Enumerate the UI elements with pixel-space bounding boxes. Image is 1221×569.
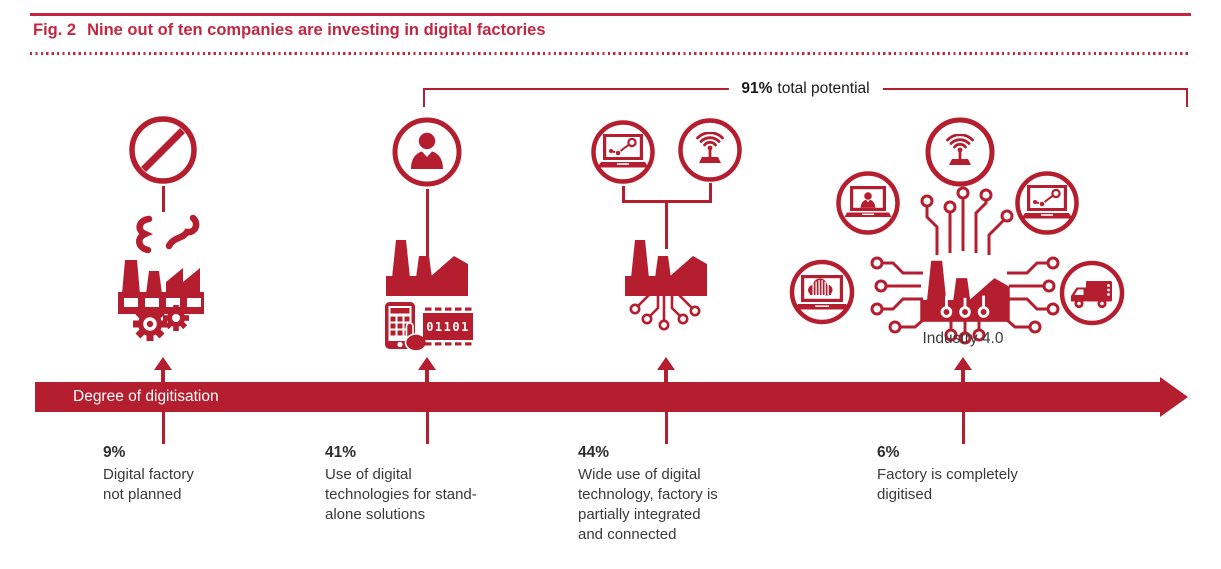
total-potential-percent: 91% <box>741 80 773 98</box>
connector-line <box>161 186 165 212</box>
laptop-cloud-icon <box>789 259 855 325</box>
factory-smoke-gears-icon <box>118 214 204 341</box>
person-icon <box>392 117 462 187</box>
connector-line <box>961 412 965 444</box>
stage-label-4: 6% Factory is completely digitised <box>877 444 1097 505</box>
laptop-person-icon <box>836 171 900 235</box>
connector-line <box>425 189 429 261</box>
stage-description: Digital factory not planned <box>103 466 194 503</box>
figure-number: Fig. 2 <box>33 21 77 39</box>
up-arrow <box>664 369 668 383</box>
connector-line <box>664 412 668 444</box>
connector-line <box>664 203 668 249</box>
industry40-network-icon <box>870 186 1060 345</box>
gear-icon <box>133 307 167 341</box>
stage-label-3: 44% Wide use of digital technology, fact… <box>578 444 793 545</box>
total-potential-bracket: 91% total potential <box>423 80 1188 107</box>
dotted-rule <box>30 52 1191 55</box>
stage-description: Factory is completely digitised <box>877 466 1018 503</box>
truck-icon <box>1059 260 1125 326</box>
up-arrow <box>657 357 675 370</box>
connector-line <box>621 200 712 203</box>
arrow-band-label: Degree of digitisation <box>73 388 219 405</box>
binary-chip-icon: 01101 <box>423 307 473 346</box>
connector-line <box>425 412 429 444</box>
arrow-head <box>1160 377 1188 417</box>
laptop-chart-icon <box>1015 171 1079 235</box>
stage-description: Wide use of digital technology, factory … <box>578 466 718 543</box>
stage-label-1: 9% Digital factory not planned <box>103 444 303 505</box>
binary-chip-text: 01101 <box>426 320 470 334</box>
up-arrow <box>154 357 172 370</box>
industry40-label: Industry 4.0 <box>922 330 1004 347</box>
stage-percent: 44% <box>578 444 610 461</box>
calculator-hand-icon: 01101 <box>385 302 473 352</box>
prohibition-icon <box>129 116 197 184</box>
factory-icon <box>625 240 707 296</box>
connector-line <box>621 186 625 203</box>
up-arrow <box>954 357 972 370</box>
factory-icon <box>386 240 468 296</box>
factory-network-icon <box>920 260 1010 322</box>
up-arrow <box>961 369 965 383</box>
gear-icon <box>163 305 189 331</box>
figure-title-text: Nine out of ten companies are investing … <box>87 21 546 39</box>
total-potential-label: 91% total potential <box>728 80 883 99</box>
wifi-antenna-icon <box>678 118 742 182</box>
stage-label-2: 41% Use of digital technologies for stan… <box>325 444 540 525</box>
factory-circuit-roots-icon <box>629 294 701 331</box>
connector-line <box>708 183 712 203</box>
hand-cursor-icon <box>404 322 428 352</box>
top-rule <box>30 13 1191 16</box>
up-arrow <box>161 369 165 383</box>
figure-title: Fig. 2 Nine out of ten companies are inv… <box>33 21 546 40</box>
stage-percent: 6% <box>877 444 900 461</box>
stage-description: Use of digital technologies for stand- a… <box>325 466 477 523</box>
up-arrow <box>418 357 436 370</box>
arrow-band: Degree of digitisation <box>35 382 1160 412</box>
wifi-antenna-icon <box>925 117 995 187</box>
stage-percent: 41% <box>325 444 357 461</box>
laptop-chart-icon <box>591 120 655 184</box>
connector-line <box>161 412 165 444</box>
stage-percent: 9% <box>103 444 126 461</box>
up-arrow <box>425 369 429 383</box>
